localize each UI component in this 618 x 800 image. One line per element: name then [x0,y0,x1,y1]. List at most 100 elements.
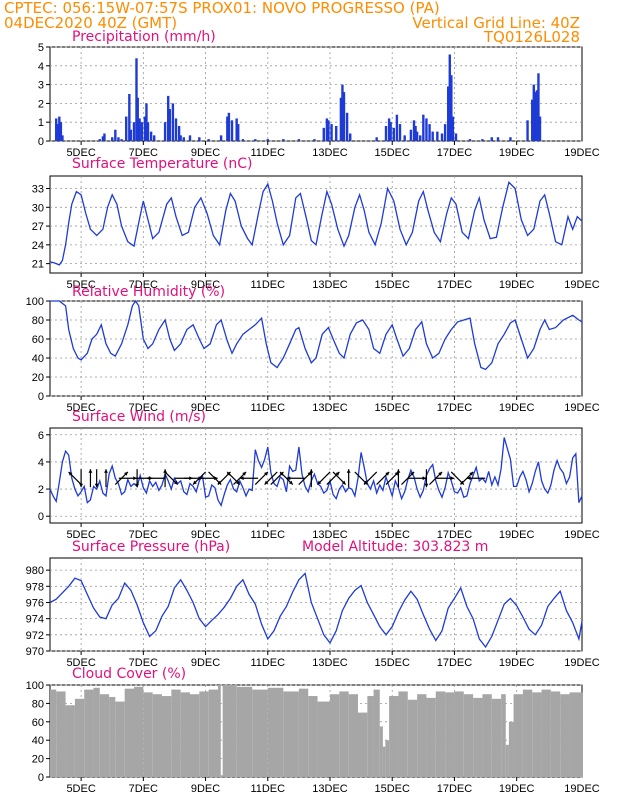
precip-bar [111,137,114,141]
x-tick-label: 9DEC [191,147,220,159]
x-tick-label: 19DEC [564,783,600,795]
cloud-bar [482,694,492,777]
precip-bar [241,139,245,141]
precip-bar [335,125,338,141]
precip-bar [237,124,240,141]
precip-bar [58,116,61,141]
precip-bar [114,129,117,141]
x-tick-label: 19DEC [564,147,600,159]
x-tick-label: 9DEC [191,783,220,795]
precip-bar [415,131,419,141]
precip-bar [129,129,133,141]
cloud-bar [124,688,134,777]
wind-arrow [376,471,390,485]
x-tick-label: 11DEC [250,147,285,159]
precip-bar [422,114,425,141]
cloud-bar [407,699,418,777]
precip-bar [375,137,378,141]
y-tick-label: 30 [32,202,44,214]
y-tick-label: 20 [32,754,44,766]
wind-arrow [254,471,269,485]
wind-arrow [424,469,429,488]
cloud-bar [426,697,436,777]
precip-bar [179,135,182,141]
y-tick-label: 100 [26,680,44,692]
precip-bar [145,103,148,141]
x-tick-label: 15DEC [374,279,410,291]
series-line [50,299,583,371]
cloud-bar [435,691,446,777]
panel-4: Surface Wind (m/s) 0 2 4 6 5DEC 7DEC 9DEC 11DEC 1… [38,409,600,541]
cloud-bar [508,721,514,777]
x-tick-label: 19DEC [564,402,600,414]
wind-arrow [79,469,84,488]
precip-bar [325,118,329,141]
precip-bar [168,109,171,141]
x-tick-label: 15DEC [374,657,410,669]
y-tick-label: 0 [38,391,44,403]
plot-frame [49,557,583,652]
y-tick-label: 40 [32,735,44,747]
precip-bar [297,139,301,141]
precip-bar [101,136,105,141]
x-tick-label: 19DEC [564,529,600,541]
panel-6: Cloud Cover (%) 0 20 40 60 80 100 5DEC 7DEC 9DEC 1… [26,666,600,795]
panel-5: Surface Pressure (hPa) 970 972 974 976 978 980… [26,539,600,669]
x-tick-label: 13DEC [312,147,348,159]
wind-arrow [264,471,278,485]
panel-1: Precipitation (mm/h) 0 1 2 3 4 5 5DEC 7DEC 9DEC 11… [38,29,600,159]
wind-arrow [385,471,399,485]
x-tick-label: 11DEC [250,279,285,291]
header-model: TQ0126L028 [483,28,580,46]
precip-bar [398,124,402,141]
x-tick-label: 17DEC [437,279,473,291]
panel-title: Cloud Cover (%) [72,666,186,682]
x-tick-label: 9DEC [191,529,220,541]
x-tick-label: 17DEC [437,529,473,541]
x-tick-label: 11DEC [250,657,285,669]
wind-arrow [363,471,378,485]
cloud-bar [115,701,125,777]
x-tick-label: 7DEC [129,657,158,669]
precip-bar [387,118,391,141]
cloud-bar [532,692,542,777]
panel-title: Relative Humidity (%) [72,284,225,300]
header-station: CPTEC: 056:15W-07:57S PROX01: NOVO PROGR… [4,0,440,17]
cloud-bar [541,689,551,777]
precip-bar [230,120,234,141]
wind-arrow [68,471,82,485]
precip-bar [135,58,138,141]
cloud-bar [199,691,209,777]
cloud-bar [190,694,200,777]
cloud-bar [522,689,533,777]
cloud-bar [56,691,66,777]
precip-bar [389,122,392,141]
precip-bar [349,133,352,141]
precip-bar [128,94,131,141]
wind-arrow [192,471,207,485]
precip-bar [409,129,413,141]
wind-arrow [286,476,305,481]
cloud-bar [180,692,190,777]
y-tick-label: 0 [38,511,44,523]
precip-bar [266,139,269,141]
x-tick-label: 17DEC [437,657,473,669]
precip-bar [117,137,120,141]
y-tick-label: 970 [26,646,44,658]
precip-bar [431,131,434,141]
x-tick-label: 11DEC [250,402,285,414]
y-tick-label: 100 [26,296,44,308]
x-tick-label: 5DEC [66,657,95,669]
precip-bar [98,139,101,141]
precip-bar [454,133,458,141]
wind-arrow [279,471,294,485]
model-altitude-label: Model Altitude: 303.823 m [302,539,488,555]
precip-bar [392,127,395,141]
cloud-bar [379,726,383,777]
y-tick-label: 21 [32,259,44,271]
x-tick-label: 5DEC [66,529,95,541]
precip-bar [254,139,257,141]
x-tick-label: 19DEC [499,529,535,541]
precip-bar [534,92,537,141]
